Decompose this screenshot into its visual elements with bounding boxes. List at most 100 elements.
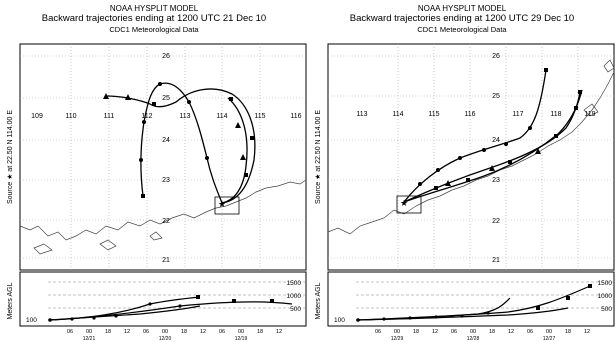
data-source-label: CDC1 Meteorological Data bbox=[109, 25, 199, 34]
time-tick-label: 18 bbox=[413, 329, 419, 335]
altitude-tick-label: 1500 bbox=[287, 280, 302, 287]
altitude-axis-label: Meters AGL bbox=[315, 282, 322, 319]
coastline bbox=[19, 179, 307, 241]
latitude-label: 22 bbox=[162, 218, 170, 225]
date-label: 12/19 bbox=[235, 336, 248, 342]
source-location-label: Source ★ at 22.50 N 114.00 E bbox=[314, 110, 322, 204]
altitude-grid bbox=[356, 281, 614, 309]
source-star-icon: ★ bbox=[218, 199, 226, 209]
date-labels: 12/21 12/20 12/19 bbox=[83, 336, 248, 342]
altitude-frame bbox=[19, 271, 307, 327]
altitude-frame bbox=[327, 271, 615, 327]
time-tick-label: 00 bbox=[86, 329, 92, 335]
data-source-label: CDC1 Meteorological Data bbox=[417, 25, 507, 34]
latitude-label: 24 bbox=[492, 137, 500, 144]
source-box bbox=[214, 196, 240, 215]
time-axis: 06 00 18 12 06 00 18 12 06 00 18 12 bbox=[375, 329, 590, 335]
latitude-label: 26 bbox=[492, 53, 500, 60]
longitude-label: 116 bbox=[464, 111, 475, 118]
time-tick-label: 12 bbox=[124, 329, 130, 335]
time-tick-label: 12 bbox=[508, 329, 514, 335]
coastline bbox=[327, 71, 615, 235]
date-label: 12/28 bbox=[467, 336, 480, 342]
latitude-label: 24 bbox=[162, 137, 170, 144]
altitude-tick-label: 1000 bbox=[287, 293, 302, 300]
longitude-label: 109 bbox=[31, 113, 43, 120]
trajectory-panel-right: NOAA HYSPLIT MODEL Backward trajectories… bbox=[308, 0, 616, 342]
longitude-label: 118 bbox=[550, 111, 561, 118]
longitude-label: 116 bbox=[290, 113, 301, 120]
date-label: 12/21 bbox=[83, 336, 96, 342]
trajectory-panel-left: NOAA HYSPLIT MODEL Backward trajectories… bbox=[6, 4, 307, 342]
altitude-lines bbox=[357, 285, 591, 321]
trajectory-title: Backward trajectories ending at 1200 UTC… bbox=[41, 13, 267, 24]
time-tick-label: 00 bbox=[470, 329, 476, 335]
time-tick-label: 00 bbox=[546, 329, 552, 335]
date-labels: 12/29 12/28 12/27 bbox=[391, 336, 556, 342]
time-tick-label: 06 bbox=[375, 329, 381, 335]
longitude-label: 114 bbox=[216, 113, 227, 120]
time-tick-label: 06 bbox=[527, 329, 533, 335]
longitude-label: 117 bbox=[512, 111, 523, 118]
time-tick-label: 06 bbox=[67, 329, 73, 335]
time-tick-label: 18 bbox=[181, 329, 187, 335]
date-label: 12/29 bbox=[391, 336, 404, 342]
time-tick-label: 18 bbox=[565, 329, 571, 335]
time-tick-label: 12 bbox=[432, 329, 438, 335]
map-frame bbox=[19, 43, 307, 271]
latitude-label: 25 bbox=[492, 93, 500, 100]
latitude-label: 26 bbox=[162, 53, 170, 60]
latitude-label: 23 bbox=[162, 177, 170, 184]
time-tick-label: 06 bbox=[451, 329, 457, 335]
date-label: 12/27 bbox=[543, 336, 556, 342]
source-star-icon: ★ bbox=[400, 198, 408, 208]
latitude-label: 25 bbox=[162, 95, 170, 102]
longitude-label: 115 bbox=[428, 111, 439, 118]
altitude-markers bbox=[48, 295, 274, 322]
time-tick-label: 12 bbox=[276, 329, 282, 335]
time-tick-label: 00 bbox=[238, 329, 244, 335]
latitude-label: 22 bbox=[492, 218, 500, 225]
longitude-label: 111 bbox=[104, 113, 115, 120]
map-frame bbox=[327, 43, 615, 271]
altitude-tick-label: 1500 bbox=[598, 280, 613, 287]
time-axis: 06 00 18 12 06 00 18 12 06 00 18 12 bbox=[67, 329, 282, 335]
altitude-grid bbox=[48, 281, 306, 309]
trajectory-markers bbox=[103, 82, 254, 198]
time-tick-label: 06 bbox=[143, 329, 149, 335]
model-title: NOAA HYSPLIT MODEL bbox=[109, 4, 199, 13]
altitude-base-label: 100 bbox=[334, 317, 345, 324]
longitude-label: 112 bbox=[141, 113, 152, 120]
trajectory-lines bbox=[403, 69, 583, 203]
time-tick-label: 06 bbox=[219, 329, 225, 335]
date-label: 12/20 bbox=[159, 336, 172, 342]
altitude-tick-label: 500 bbox=[290, 306, 301, 313]
latitude-label: 21 bbox=[492, 257, 500, 264]
time-tick-label: 18 bbox=[257, 329, 263, 335]
time-tick-label: 18 bbox=[105, 329, 111, 335]
trajectory-map-right: 113 114 115 116 117 118 119 21 22 23 24 … bbox=[314, 43, 615, 342]
latitude-label: 23 bbox=[492, 177, 500, 184]
time-tick-label: 12 bbox=[584, 329, 590, 335]
altitude-markers bbox=[356, 284, 592, 322]
source-location-label: Source ★ at 22.50 N 114.00 E bbox=[6, 110, 14, 204]
altitude-base-label: 100 bbox=[26, 317, 37, 324]
time-tick-label: 12 bbox=[200, 329, 206, 335]
altitude-tick-label: 1000 bbox=[598, 293, 613, 300]
model-title: NOAA HYSPLIT MODEL bbox=[417, 4, 507, 13]
longitude-label: 110 bbox=[65, 113, 76, 120]
altitude-tick-label: 500 bbox=[601, 306, 612, 313]
time-tick-label: 00 bbox=[162, 329, 168, 335]
longitude-label: 113 bbox=[356, 111, 367, 118]
longitude-label: 115 bbox=[254, 113, 265, 120]
longitude-label: 114 bbox=[392, 111, 403, 118]
time-tick-label: 18 bbox=[489, 329, 495, 335]
trajectory-markers bbox=[418, 68, 582, 190]
altitude-axis-label: Meters AGL bbox=[7, 282, 14, 319]
time-tick-label: 00 bbox=[394, 329, 400, 335]
longitude-label: 113 bbox=[179, 113, 190, 120]
trajectory-lines bbox=[105, 82, 256, 204]
trajectory-title: Backward trajectories ending at 1200 UTC… bbox=[349, 13, 575, 24]
longitude-label: 119 bbox=[584, 111, 595, 118]
latitude-label: 21 bbox=[162, 257, 170, 264]
